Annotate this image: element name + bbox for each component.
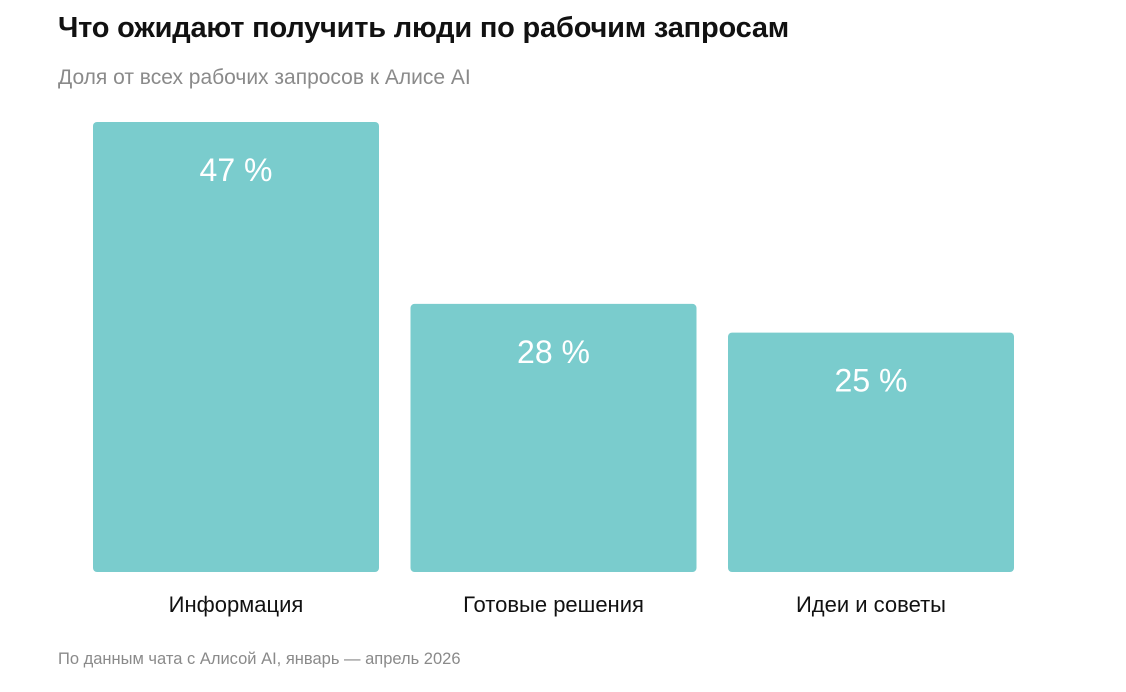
bar-2: [410, 303, 697, 572]
bar-value-label-3: 25 %: [835, 363, 908, 399]
bar-1: [93, 122, 379, 572]
chart-title: Что ожидают получить люди по рабочим зап…: [58, 12, 790, 44]
bar-3: [728, 332, 1014, 572]
category-label-3: Идеи и советы: [796, 592, 946, 617]
chart-subtitle: Доля от всех рабочих запросов к Алисе AI: [58, 66, 471, 89]
bar-value-label-1: 47 %: [200, 152, 273, 188]
category-label-2: Готовые решения: [463, 592, 644, 617]
category-label-1: Информация: [169, 592, 304, 617]
bar-value-label-2: 28 %: [517, 334, 590, 370]
source-note: По данным чата с Алисой AI, январь — апр…: [58, 650, 461, 668]
